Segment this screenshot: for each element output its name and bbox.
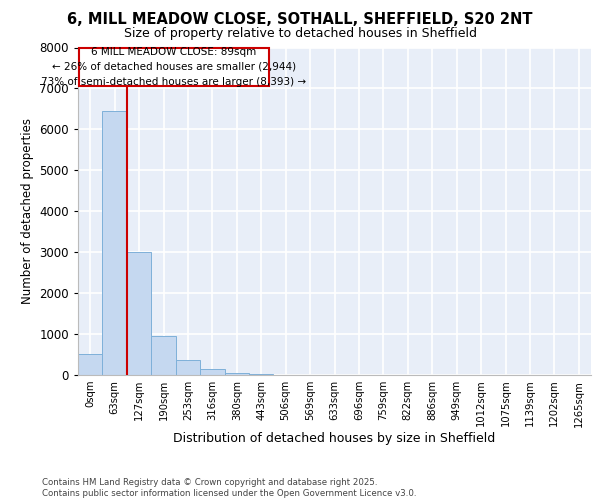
- Bar: [249, 374, 274, 375]
- Bar: [127, 252, 151, 375]
- Text: Contains HM Land Registry data © Crown copyright and database right 2025.
Contai: Contains HM Land Registry data © Crown c…: [42, 478, 416, 498]
- Text: Size of property relative to detached houses in Sheffield: Size of property relative to detached ho…: [124, 28, 476, 40]
- Bar: [224, 372, 249, 375]
- Bar: [103, 111, 127, 375]
- Y-axis label: Number of detached properties: Number of detached properties: [21, 118, 34, 304]
- Bar: [200, 369, 224, 375]
- Bar: [78, 354, 103, 375]
- FancyBboxPatch shape: [79, 48, 269, 86]
- Text: 6, MILL MEADOW CLOSE, SOTHALL, SHEFFIELD, S20 2NT: 6, MILL MEADOW CLOSE, SOTHALL, SHEFFIELD…: [67, 12, 533, 28]
- Bar: [176, 360, 200, 375]
- Text: 6 MILL MEADOW CLOSE: 89sqm
← 26% of detached houses are smaller (2,944)
73% of s: 6 MILL MEADOW CLOSE: 89sqm ← 26% of deta…: [41, 47, 307, 86]
- X-axis label: Distribution of detached houses by size in Sheffield: Distribution of detached houses by size …: [173, 432, 496, 445]
- Bar: [151, 336, 176, 375]
